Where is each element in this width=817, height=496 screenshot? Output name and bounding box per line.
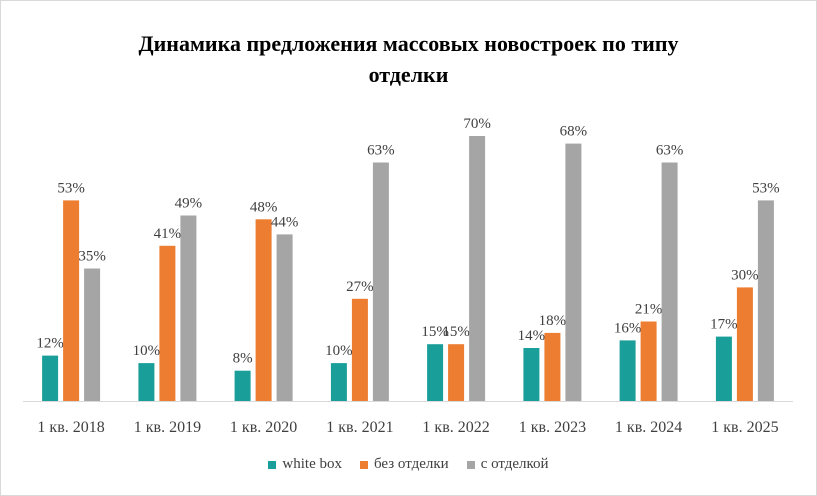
category-group: 10% 27% 63% 1 кв. 2021 bbox=[325, 143, 395, 437]
x-tick-label: 1 кв. 2023 bbox=[519, 419, 586, 436]
bar bbox=[565, 143, 582, 401]
data-label: 68% bbox=[560, 124, 588, 140]
bar bbox=[180, 215, 197, 401]
bar bbox=[234, 370, 251, 401]
bar bbox=[715, 336, 732, 401]
data-label: 48% bbox=[250, 199, 278, 215]
legend-label: white box bbox=[282, 456, 342, 472]
x-tick-label: 1 кв. 2022 bbox=[422, 419, 489, 436]
x-tick-label: 1 кв. 2019 bbox=[134, 419, 201, 436]
bar bbox=[469, 136, 486, 401]
data-label: 63% bbox=[367, 143, 395, 159]
legend-swatch bbox=[268, 460, 277, 469]
legend-label: без отделки bbox=[373, 456, 449, 472]
bar bbox=[42, 355, 59, 401]
bar bbox=[63, 200, 80, 401]
x-tick-label: 1 кв. 2024 bbox=[615, 419, 682, 436]
bar bbox=[619, 340, 636, 401]
bar bbox=[351, 298, 368, 401]
bar bbox=[159, 245, 176, 401]
data-label: 53% bbox=[57, 180, 85, 196]
bar bbox=[84, 268, 101, 401]
data-label: 49% bbox=[175, 196, 203, 212]
category-group: 10% 41% 49% 1 кв. 2019 bbox=[133, 196, 203, 437]
data-label: 35% bbox=[78, 249, 106, 265]
data-label: 21% bbox=[635, 302, 663, 318]
data-label: 15% bbox=[442, 324, 470, 340]
legend-label: с отделкой bbox=[480, 456, 549, 472]
x-tick-label: 1 кв. 2021 bbox=[326, 419, 393, 436]
data-label: 18% bbox=[539, 313, 567, 329]
x-tick-label: 1 кв. 2018 bbox=[37, 419, 104, 436]
data-label: 63% bbox=[656, 143, 684, 159]
data-label: 30% bbox=[731, 267, 759, 283]
data-label: 15% bbox=[421, 324, 449, 340]
bar bbox=[330, 363, 347, 401]
chart-title: Динамика предложения массовых новостроек… bbox=[0, 28, 817, 90]
bar bbox=[255, 219, 272, 401]
data-label: 53% bbox=[752, 180, 780, 196]
bar bbox=[276, 234, 293, 401]
data-label: 17% bbox=[710, 317, 738, 333]
chart-title-line-2: отделки bbox=[368, 62, 449, 87]
data-label: 8% bbox=[233, 351, 253, 367]
category-group: 16% 21% 63% 1 кв. 2024 bbox=[614, 143, 684, 437]
category-group: 12% 53% 35% 1 кв. 2018 bbox=[36, 180, 106, 436]
bar bbox=[523, 348, 540, 401]
data-label: 10% bbox=[133, 343, 161, 359]
legend-item: без отделки bbox=[359, 456, 449, 473]
legend-item: с отделкой bbox=[466, 456, 549, 473]
bar bbox=[757, 200, 774, 401]
x-tick-label: 1 кв. 2025 bbox=[711, 419, 778, 436]
data-label: 41% bbox=[154, 226, 182, 242]
bar bbox=[544, 332, 561, 401]
data-label: 27% bbox=[346, 279, 374, 295]
bar bbox=[427, 344, 444, 401]
x-tick-label: 1 кв. 2020 bbox=[230, 419, 297, 436]
legend-item: white box bbox=[268, 456, 342, 473]
data-label: 16% bbox=[614, 320, 642, 336]
bar bbox=[661, 162, 678, 401]
legend-swatch bbox=[359, 460, 368, 469]
category-group: 14%18% 68% 1 кв. 2023 bbox=[518, 124, 588, 436]
bar bbox=[138, 363, 155, 401]
category-group: 17% 30% 53% 1 кв. 2025 bbox=[710, 180, 780, 436]
category-group: 15%15% 70% 1 кв. 2022 bbox=[421, 116, 491, 436]
data-label: 44% bbox=[271, 214, 299, 230]
bar bbox=[736, 287, 753, 401]
data-label: 14% bbox=[518, 328, 546, 344]
legend: white box без отделки с отделкой bbox=[0, 456, 817, 473]
bar bbox=[448, 344, 465, 401]
category-group: 8% 48%44% 1 кв. 2020 bbox=[230, 199, 298, 436]
legend-swatch bbox=[466, 460, 475, 469]
chart-title-line-1: Динамика предложения массовых новостроек… bbox=[138, 31, 679, 56]
bar bbox=[372, 162, 389, 401]
bar bbox=[640, 321, 657, 401]
data-label: 70% bbox=[463, 116, 491, 132]
data-label: 10% bbox=[325, 343, 353, 359]
data-label: 12% bbox=[36, 336, 64, 352]
